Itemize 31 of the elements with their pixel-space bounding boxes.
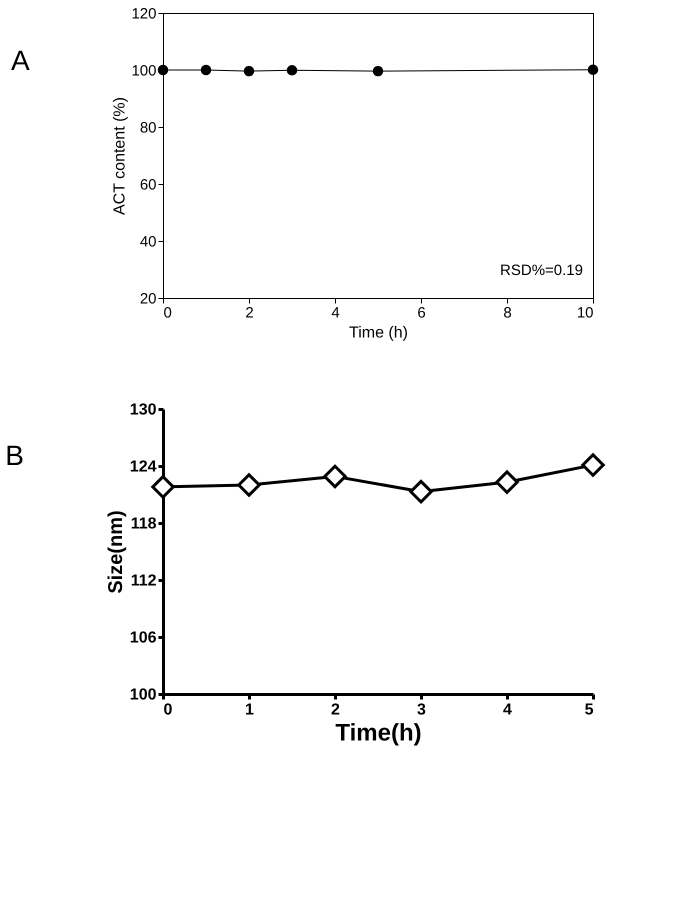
x-tick-label: 4	[503, 702, 512, 718]
x-tick-label: 4	[331, 304, 340, 322]
x-tick-label: 0	[164, 304, 172, 322]
y-tick-label: 112	[130, 572, 157, 590]
x-axis-title: Time (h)	[349, 324, 408, 342]
y-tick-label: 118	[130, 516, 157, 532]
annotation: RSD%=0.19	[500, 262, 583, 279]
y-axis-title: ACT content (%)	[111, 97, 128, 215]
x-tick-label: 5	[584, 702, 594, 718]
x-tick-label: 10	[576, 304, 594, 322]
text: B	[5, 440, 24, 471]
y-tick-label: 40	[140, 234, 156, 250]
y-tick-label: 20	[140, 290, 156, 308]
x-tick-label: 0	[164, 702, 172, 718]
y-tick-label: 120	[131, 6, 156, 22]
x-tick-label: 6	[417, 304, 426, 322]
y-tick-label: 130	[130, 402, 157, 418]
x-tick-label: 2	[245, 304, 254, 322]
x-tick-label: 1	[245, 702, 254, 718]
x-tick-label: 8	[503, 304, 512, 322]
y-tick-label: 106	[130, 630, 157, 646]
y-tick-label: 100	[130, 686, 157, 704]
y-tick-label: 124	[130, 458, 157, 476]
x-tick-label: 3	[417, 702, 426, 718]
y-tick-label: 80	[140, 120, 156, 136]
x-tick-label: 2	[331, 702, 340, 718]
y-axis-title: Size(nm)	[104, 510, 127, 594]
text: A	[10, 45, 30, 76]
x-axis-title: Time(h)	[335, 720, 422, 746]
y-tick-label: 100	[131, 62, 156, 80]
y-tick-label: 60	[140, 176, 156, 194]
